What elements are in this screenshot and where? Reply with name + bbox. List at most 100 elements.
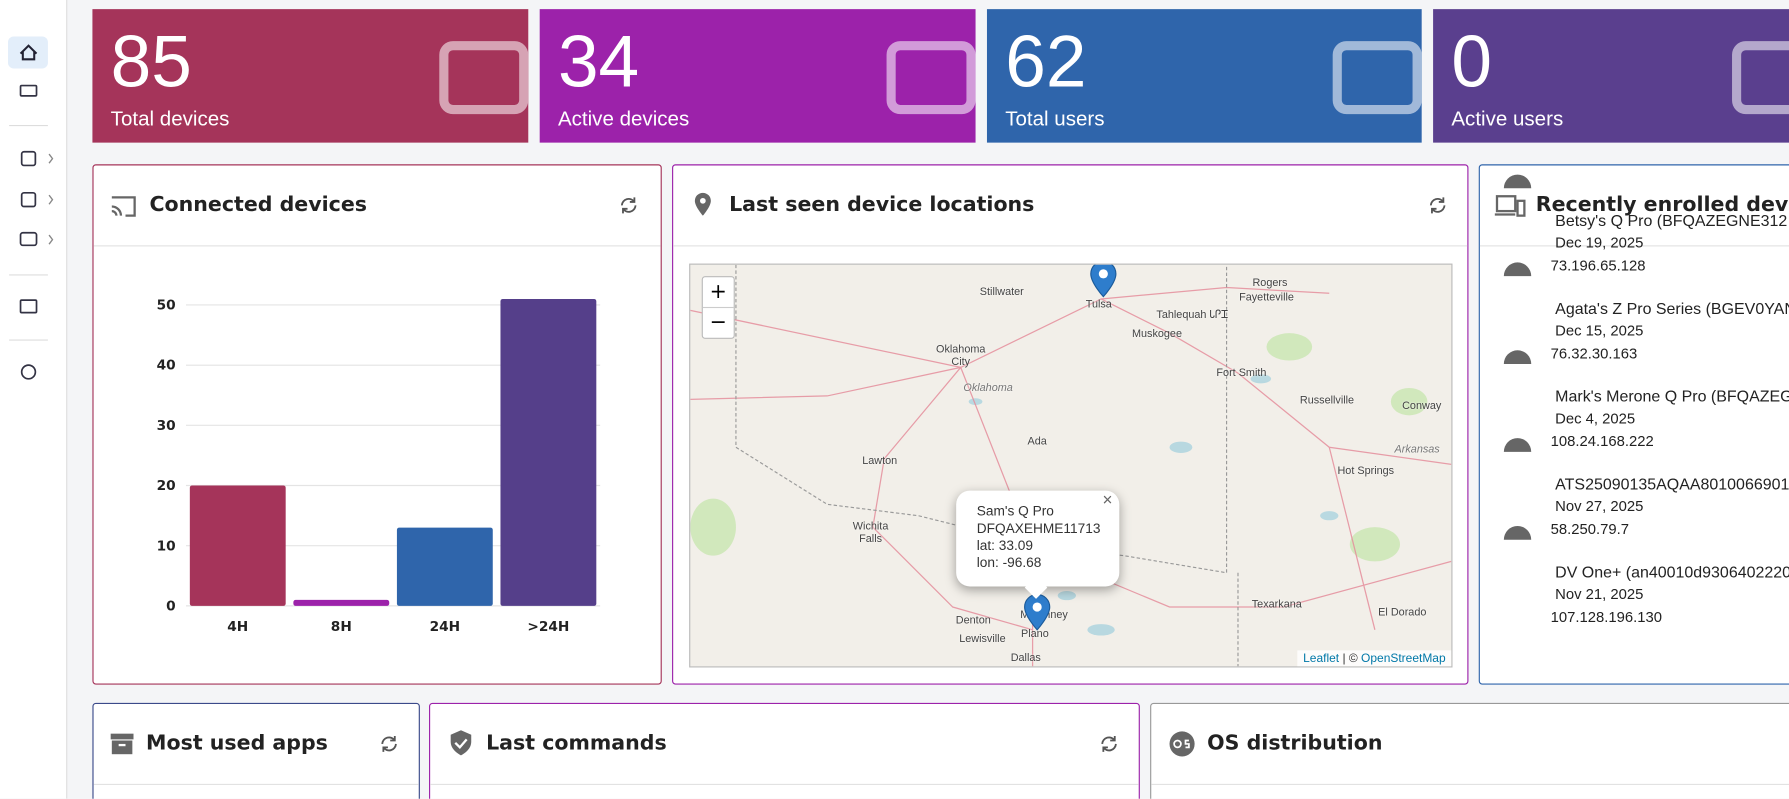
attribution-separator: | © — [1342, 651, 1358, 666]
device-name: DV One+ (an40010d9306402220 — [1555, 562, 1789, 581]
refresh-button[interactable] — [618, 195, 639, 216]
android-icon — [1503, 262, 1532, 277]
commands-panel: Last commands — [429, 702, 1140, 799]
archive-icon — [110, 733, 134, 755]
cast-icon — [111, 196, 136, 217]
icon-shape — [1332, 41, 1422, 115]
stat-card: 34 Active devices — [539, 9, 976, 143]
device-name: Agata's Z Pro Series (BGEV0YAN — [1555, 298, 1789, 318]
map-label: Plano — [1021, 628, 1049, 641]
stat-icon — [1732, 41, 1789, 115]
device-date: Nov 21, 2025 — [1555, 585, 1644, 603]
stat-label: Total users — [1005, 107, 1105, 131]
device-ip: 73.196.65.128 — [1550, 256, 1646, 274]
map-label: Oklahoma — [963, 381, 1013, 395]
icon-shape — [1732, 41, 1789, 115]
device-ip: 108.24.168.222 — [1550, 432, 1654, 450]
map-label: Wichita Falls — [852, 520, 889, 546]
apps-panel: Most used apps — [92, 702, 420, 799]
device-name: Mark's Merone Q Pro (BFQAZEG — [1555, 386, 1789, 406]
panel-header: Last seen device locations — [673, 165, 1468, 247]
panel-title: Connected devices — [149, 192, 367, 217]
shield-icon — [450, 730, 472, 756]
panel-title: Most used apps — [146, 731, 328, 756]
android-icon — [1503, 438, 1532, 452]
panel-header: OS distribution — [1151, 704, 1789, 786]
map-label: Rogers — [1252, 276, 1288, 290]
device-date: Dec 4, 2025 — [1555, 409, 1636, 427]
icon-shape — [1503, 174, 1532, 189]
icon-shape — [1503, 438, 1532, 452]
stat-icon — [1332, 41, 1422, 115]
sidebar-icons — [7, 36, 54, 380]
device-date: Dec 19, 2025 — [1555, 233, 1644, 252]
device-ip: 107.128.196.130 — [1550, 608, 1662, 626]
map-label: Denton — [955, 614, 991, 627]
stat-value: 0 — [1451, 20, 1492, 103]
stat-value: 34 — [557, 20, 640, 103]
map-label: Tulsa — [1085, 298, 1112, 311]
map-label: Conway — [1402, 399, 1442, 413]
stat-value: 85 — [110, 20, 192, 103]
device-name: Betsy's Q Pro (BFQAZEGNE312 — [1555, 211, 1788, 230]
panel-header: Connected devices — [93, 165, 661, 247]
zoom-out[interactable]: − — [709, 310, 727, 335]
icon-shape — [1503, 262, 1532, 277]
refresh-button[interactable] — [379, 734, 400, 755]
map-label: Stillwater — [979, 285, 1024, 299]
stat-card: 85 Total devices — [92, 9, 529, 143]
map-label: Tahlequah ᏓᎵᏆ — [1156, 308, 1229, 322]
leaflet-link[interactable]: Leaflet — [1303, 651, 1340, 666]
popup-lon: lon: -96.68 — [976, 554, 1042, 571]
map[interactable]: Stillwater Tulsa Rogers Fayetteville Tahlequ… — [689, 263, 1453, 668]
device-ip: 58.250.79.7 — [1550, 520, 1629, 538]
map-label: Oklahoma City — [936, 343, 986, 369]
devices-icon — [1494, 195, 1526, 217]
map-label: Lewisville — [959, 632, 1006, 646]
panel-header: Recently enrolled devices — [1479, 165, 1789, 247]
map-label: Dallas — [1010, 652, 1041, 665]
popup-lat: lat: 33.09 — [976, 537, 1034, 554]
map-label: Hot Springs — [1337, 464, 1395, 478]
popup: × Sam's Q Pro DFQAXEHME11713 lat: 33.09 … — [956, 490, 1120, 599]
os-panel: OS distribution — [1150, 702, 1789, 799]
stat-label: Total devices — [110, 107, 230, 131]
popup-name: Sam's Q Pro — [976, 503, 1054, 520]
stat-value: 62 — [1005, 20, 1087, 103]
osm-link[interactable]: OpenStreetMap — [1361, 651, 1446, 666]
android-icon — [1503, 526, 1532, 540]
device-date: Nov 27, 2025 — [1555, 497, 1644, 515]
stat-icon — [886, 41, 976, 115]
panel-title: Recently enrolled devices — [1535, 192, 1789, 217]
map-label: El Dorado — [1378, 606, 1427, 619]
stat-icon — [439, 41, 529, 115]
device-date: Dec 15, 2025 — [1555, 321, 1644, 339]
marker[interactable] — [1023, 593, 1051, 632]
android-icon — [1503, 174, 1532, 189]
zoom-in[interactable]: + — [702, 277, 734, 309]
os-icon — [1169, 731, 1195, 757]
connected-panel: Connected devices — [92, 164, 662, 685]
device-name: ATS25090135AQAA8010066901 — [1555, 474, 1789, 493]
marker[interactable] — [1090, 264, 1117, 299]
map-label: Lawton — [862, 454, 898, 468]
icon-shape — [1503, 350, 1532, 364]
map-label: Fayetteville — [1239, 291, 1294, 305]
device-ip: 76.32.30.163 — [1550, 344, 1638, 362]
refresh-button[interactable] — [1427, 195, 1448, 216]
sidebar — [0, 0, 68, 799]
map-label: Ada — [1027, 435, 1047, 448]
panel-title: Last commands — [486, 731, 667, 756]
icon-shape — [886, 41, 976, 115]
popup-serial: DFQAXEHME11713 — [976, 520, 1101, 537]
zoom-control: + − — [701, 276, 735, 339]
map-label: Fort Smith — [1216, 366, 1267, 380]
refresh-button[interactable] — [1099, 734, 1120, 755]
panel-title: OS distribution — [1207, 731, 1383, 756]
map-label: Muskogee — [1131, 328, 1182, 341]
panel-header: Most used apps — [93, 704, 419, 786]
popup-close[interactable]: × — [1102, 490, 1113, 511]
attribution: Leaflet | © OpenStreetMap — [1297, 650, 1452, 667]
